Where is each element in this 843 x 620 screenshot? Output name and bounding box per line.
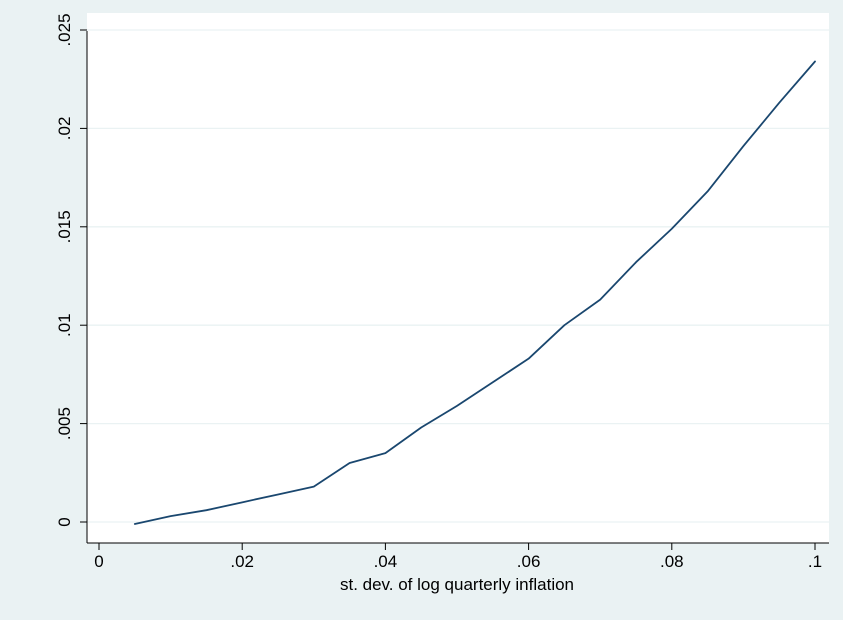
x-tick-label-4: .08 (660, 552, 684, 571)
x-tick-label-0: 0 (94, 552, 103, 571)
x-tick-label-2: .04 (374, 552, 398, 571)
y-tick-label-4: .02 (55, 117, 74, 141)
plot-area (87, 13, 829, 543)
tick-labels: 0 .02 .04 .06 .08 .1 0 .005 .01 .015 .02 .025 (55, 13, 822, 571)
x-tick-label-5: .1 (808, 552, 822, 571)
y-tick-label-0: 0 (55, 517, 74, 526)
y-tick-label-5: .025 (55, 13, 74, 46)
y-tick-label-3: .015 (55, 210, 74, 243)
series-line-0 (133, 60, 816, 525)
y-tick-label-2: .01 (55, 313, 74, 337)
x-tick-label-3: .06 (517, 552, 541, 571)
axes (80, 29, 829, 550)
y-tick-label-1: .005 (55, 407, 74, 440)
gridlines (87, 29, 829, 523)
x-axis-title: st. dev. of log quarterly inflation (340, 575, 574, 594)
series-layer (133, 60, 816, 525)
x-tick-label-1: .02 (230, 552, 254, 571)
